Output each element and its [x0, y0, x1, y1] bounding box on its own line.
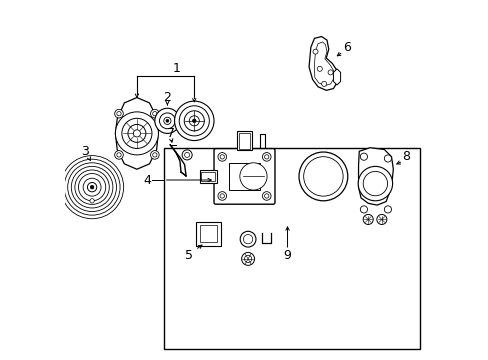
Bar [229, 163, 259, 190]
Circle shape [218, 192, 226, 200]
Polygon shape [196, 222, 221, 246]
Circle shape [184, 111, 204, 131]
Circle shape [317, 66, 322, 71]
Circle shape [384, 206, 391, 213]
Circle shape [155, 108, 180, 134]
Circle shape [117, 153, 121, 157]
Circle shape [152, 112, 157, 116]
Circle shape [363, 215, 372, 225]
Circle shape [165, 120, 168, 122]
Text: 1: 1 [172, 62, 180, 75]
Circle shape [128, 125, 145, 142]
Circle shape [115, 150, 123, 159]
Circle shape [122, 118, 152, 148]
Circle shape [298, 152, 347, 201]
Circle shape [220, 194, 224, 198]
Circle shape [189, 116, 199, 126]
Bar [163, 148, 419, 348]
Circle shape [83, 178, 101, 196]
Text: 6: 6 [342, 41, 350, 54]
Text: 8: 8 [401, 150, 409, 163]
Bar [237, 131, 251, 150]
Text: 3: 3 [81, 145, 89, 158]
Circle shape [239, 163, 266, 190]
Polygon shape [200, 225, 217, 242]
FancyBboxPatch shape [214, 149, 274, 204]
Circle shape [384, 155, 391, 162]
Circle shape [75, 170, 109, 204]
Circle shape [159, 113, 175, 129]
Circle shape [327, 70, 332, 75]
Circle shape [192, 119, 196, 123]
Polygon shape [358, 148, 392, 205]
Polygon shape [308, 37, 337, 90]
Polygon shape [115, 98, 158, 169]
Text: 5: 5 [184, 249, 193, 262]
Circle shape [90, 199, 94, 203]
Text: 7: 7 [166, 127, 175, 140]
Circle shape [133, 130, 140, 137]
Bar [201, 172, 215, 181]
Circle shape [163, 117, 171, 125]
Circle shape [243, 234, 252, 244]
Circle shape [321, 81, 326, 86]
Bar [199, 170, 216, 183]
Bar [239, 133, 249, 149]
Circle shape [90, 185, 94, 189]
Circle shape [376, 215, 386, 225]
Circle shape [360, 206, 367, 213]
Text: 2: 2 [163, 91, 171, 104]
Circle shape [184, 152, 189, 157]
Circle shape [182, 150, 192, 160]
Circle shape [150, 150, 159, 159]
Circle shape [117, 112, 121, 116]
Circle shape [262, 153, 270, 161]
Circle shape [244, 255, 251, 262]
Circle shape [360, 153, 367, 160]
Circle shape [218, 153, 226, 161]
Circle shape [174, 101, 214, 140]
Circle shape [357, 166, 392, 201]
Circle shape [64, 159, 120, 215]
Circle shape [152, 153, 157, 157]
Circle shape [262, 192, 270, 200]
Circle shape [115, 109, 123, 118]
Text: 4: 4 [143, 174, 151, 186]
Circle shape [179, 106, 209, 136]
Circle shape [241, 252, 254, 265]
Circle shape [78, 174, 105, 201]
Circle shape [303, 157, 343, 196]
Circle shape [71, 166, 113, 208]
Circle shape [150, 109, 159, 118]
Circle shape [67, 163, 116, 212]
Circle shape [312, 49, 317, 54]
Text: 9: 9 [283, 249, 291, 262]
Circle shape [115, 112, 158, 155]
Circle shape [87, 183, 97, 192]
Circle shape [264, 194, 268, 198]
Circle shape [240, 231, 255, 247]
Circle shape [220, 155, 224, 159]
Polygon shape [333, 69, 340, 85]
Circle shape [61, 156, 123, 219]
Circle shape [264, 155, 268, 159]
Polygon shape [314, 42, 333, 86]
Circle shape [363, 171, 387, 196]
